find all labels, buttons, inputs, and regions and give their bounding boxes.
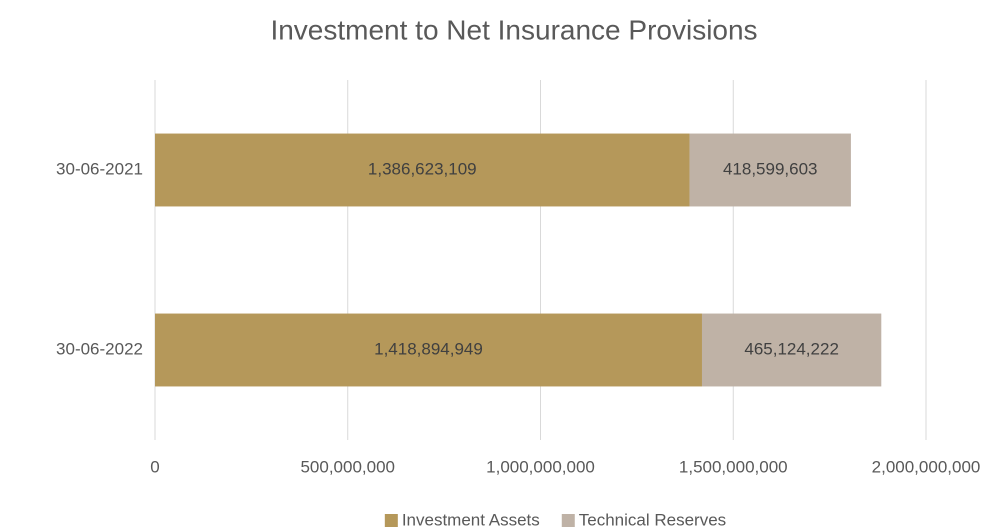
- legend-swatch: [561, 514, 575, 527]
- y-tick-label: 30-06-2022: [56, 339, 143, 358]
- legend-label: Technical Reserves: [579, 510, 726, 529]
- bar-segment: [155, 133, 690, 207]
- legend-swatch: [384, 514, 398, 527]
- data-label: 1,386,623,109: [368, 159, 477, 178]
- data-label: 465,124,222: [744, 339, 839, 358]
- x-tick-label: 1,000,000,000: [486, 457, 595, 476]
- y-tick-label: 30-06-2021: [56, 159, 143, 178]
- data-label: 418,599,603: [723, 159, 818, 178]
- data-label: 1,418,894,949: [374, 339, 483, 358]
- x-tick-label: 2,000,000,000: [872, 457, 981, 476]
- x-tick-label: 1,500,000,000: [679, 457, 788, 476]
- bar-segment: [701, 313, 882, 387]
- x-tick-label: 500,000,000: [300, 457, 395, 476]
- chart-title: Investment to Net Insurance Provisions: [270, 14, 757, 45]
- legend-label: Investment Assets: [402, 510, 540, 529]
- bar-segment: [155, 313, 702, 387]
- bar-segment: [689, 133, 851, 207]
- x-tick-label: 0: [150, 457, 159, 476]
